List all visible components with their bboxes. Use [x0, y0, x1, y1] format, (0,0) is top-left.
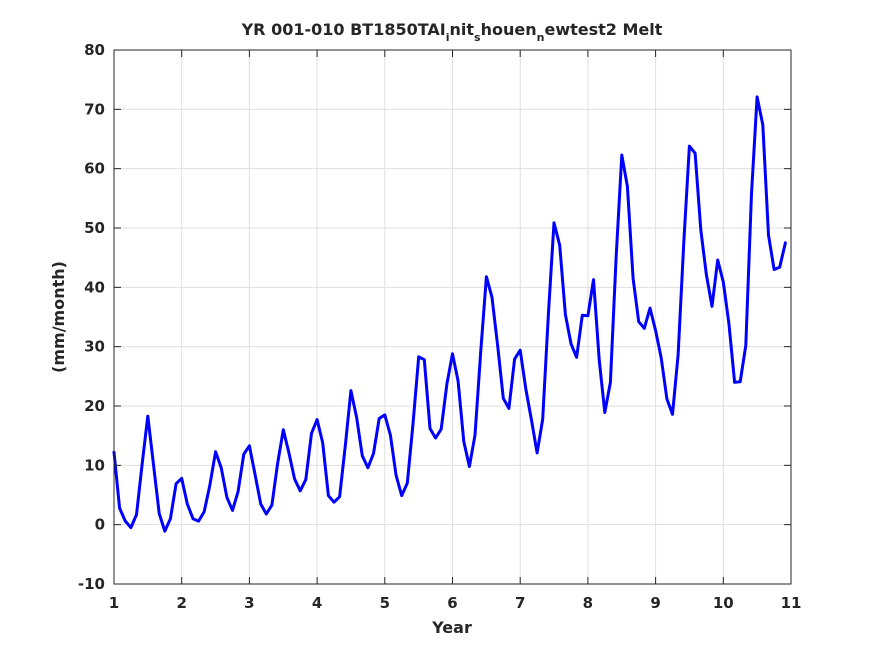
y-tick-label: 50 [84, 219, 105, 237]
title-part: i [446, 31, 450, 44]
x-tick-label: 8 [583, 594, 593, 612]
y-tick-label: 10 [84, 456, 105, 474]
x-tick-label: 4 [312, 594, 322, 612]
y-tick-labels: -10 0 10 20 30 40 50 60 70 80 [78, 41, 105, 593]
x-tick-label: 10 [713, 594, 734, 612]
y-tick-label: -10 [78, 575, 105, 593]
x-tick-label: 6 [447, 594, 457, 612]
y-tick-label: 30 [84, 338, 105, 356]
title-part: s [474, 31, 481, 44]
y-tick-label: 80 [84, 41, 105, 59]
x-tick-label: 3 [244, 594, 254, 612]
y-axis-label: (mm/month) [49, 261, 68, 373]
y-tick-label: 60 [84, 160, 105, 178]
x-tick-label: 5 [380, 594, 390, 612]
tick-marks [113, 49, 792, 585]
series-group [112, 95, 787, 533]
title-part: ewtest2 Melt [544, 20, 662, 39]
y-tick-label: 0 [95, 516, 105, 534]
title-part: nit [450, 20, 475, 39]
x-tick-label: 11 [781, 594, 802, 612]
x-axis-label: Year [431, 618, 472, 637]
title-part: n [537, 31, 545, 44]
y-tick-label: 70 [84, 100, 105, 118]
title-part: YR 001-010 BT1850TAI [241, 20, 446, 39]
x-tick-label: 9 [650, 594, 660, 612]
x-tick-labels: 1 2 3 4 5 6 7 8 9 10 11 [109, 594, 802, 612]
x-tick-label: 7 [515, 594, 525, 612]
x-tick-label: 2 [176, 594, 186, 612]
title-part: houen [481, 20, 537, 39]
y-tick-label: 40 [84, 278, 105, 296]
melt-series-line [112, 95, 787, 533]
y-tick-label: 20 [84, 397, 105, 415]
chart-title: YR 001-010 BT1850TAIinitshouennewtest2 M… [241, 20, 663, 44]
x-tick-label: 1 [109, 594, 119, 612]
